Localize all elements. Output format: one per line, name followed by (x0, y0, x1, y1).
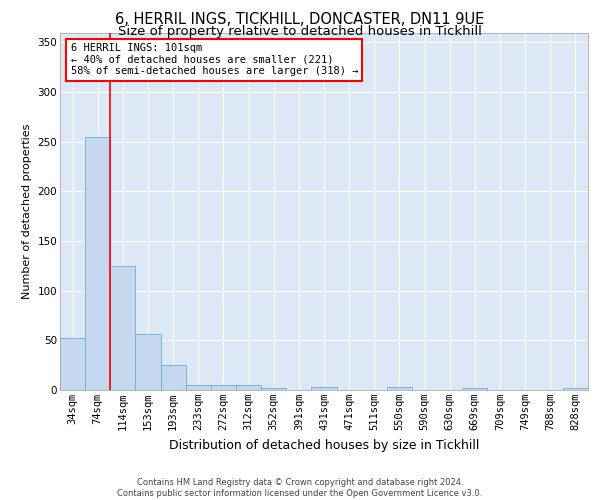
Bar (311, 387, 337, 390)
X-axis label: Distribution of detached houses by size in Tickhill: Distribution of detached houses by size … (169, 438, 479, 452)
Bar (186, 385, 211, 390)
Bar (462, 388, 487, 390)
Bar (136, 334, 161, 390)
Text: Contains HM Land Registry data © Crown copyright and database right 2024.
Contai: Contains HM Land Registry data © Crown c… (118, 478, 482, 498)
Bar (211, 385, 236, 390)
Y-axis label: Number of detached properties: Number of detached properties (22, 124, 32, 299)
Text: 6, HERRIL INGS, TICKHILL, DONCASTER, DN11 9UE: 6, HERRIL INGS, TICKHILL, DONCASTER, DN1… (115, 12, 485, 28)
Bar (85, 137, 110, 390)
Bar (60, 338, 85, 390)
Bar (110, 266, 136, 390)
Text: Size of property relative to detached houses in Tickhill: Size of property relative to detached ho… (118, 25, 482, 38)
Bar (387, 387, 412, 390)
Bar (563, 388, 588, 390)
Text: 6 HERRIL INGS: 101sqm
← 40% of detached houses are smaller (221)
58% of semi-det: 6 HERRIL INGS: 101sqm ← 40% of detached … (71, 43, 358, 76)
Bar (261, 388, 286, 390)
Bar (161, 365, 186, 390)
Bar (236, 385, 261, 390)
